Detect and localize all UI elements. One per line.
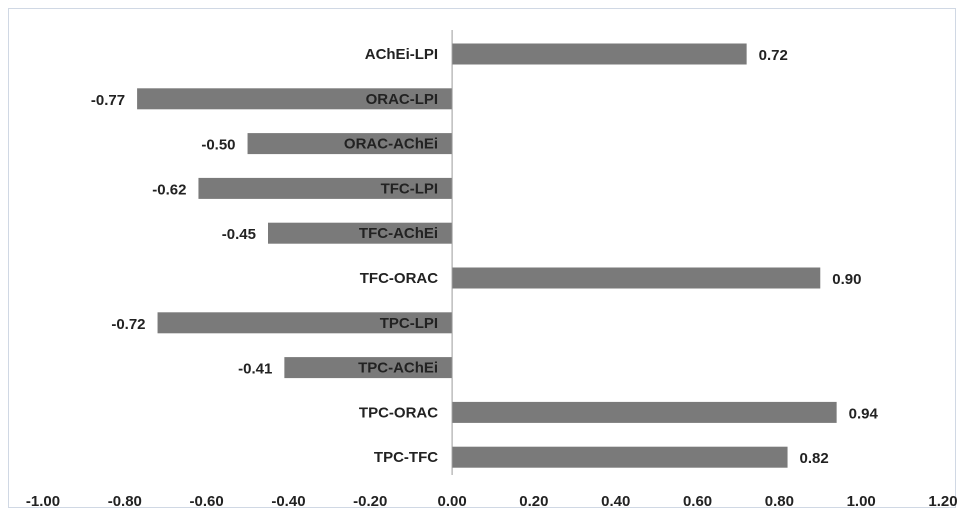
value-label: 0.72 [759,47,788,64]
value-label: -0.72 [111,316,145,333]
value-label: -0.50 [201,137,235,154]
bar-achei-lpi [452,43,747,65]
value-label: -0.41 [238,361,272,378]
bar-orac-lpi [137,88,453,110]
x-tick-label: -0.20 [353,493,387,510]
bar-tpc-orac [452,401,837,423]
bar-tfc-achei [268,222,453,244]
category-label: ORAC-LPI [366,91,439,108]
bar-tfc-lpi [198,177,453,199]
x-tick-label: -0.80 [108,493,142,510]
value-label: 0.90 [832,271,861,288]
category-label: TFC-AChEi [359,225,438,242]
category-label: AChEi-LPI [365,46,438,63]
x-tick-label: 0.40 [601,493,630,510]
category-label: TFC-LPI [381,180,439,197]
x-tick-label: 1.00 [847,493,876,510]
category-label: TFC-ORAC [360,270,438,287]
bar-tpc-achei [284,357,453,379]
bar-orac-achei [247,133,453,155]
value-label: -0.62 [152,181,186,198]
x-tick-label: -0.40 [271,493,305,510]
bar-tfc-orac [452,267,821,289]
x-tick-label: 0.20 [519,493,548,510]
bar-tpc-lpi [157,312,453,334]
category-label: ORAC-AChEi [344,136,438,153]
value-label: 0.94 [849,405,879,422]
value-label: -0.77 [91,92,125,109]
x-tick-label: -1.00 [26,493,60,510]
category-label: TPC-ORAC [359,404,438,421]
x-tick-label: 0.80 [765,493,794,510]
x-tick-label: 1.20 [928,493,957,510]
category-label: TPC-AChEi [358,360,438,377]
x-tick-label: -0.60 [190,493,224,510]
category-label: TPC-LPI [380,315,438,332]
x-tick-label: 0.60 [683,493,712,510]
bar-tpc-tfc [452,446,788,468]
x-tick-label: 0.00 [437,493,466,510]
value-label: -0.45 [222,226,256,243]
category-label: TPC-TFC [374,449,438,466]
value-label: 0.82 [800,450,829,467]
